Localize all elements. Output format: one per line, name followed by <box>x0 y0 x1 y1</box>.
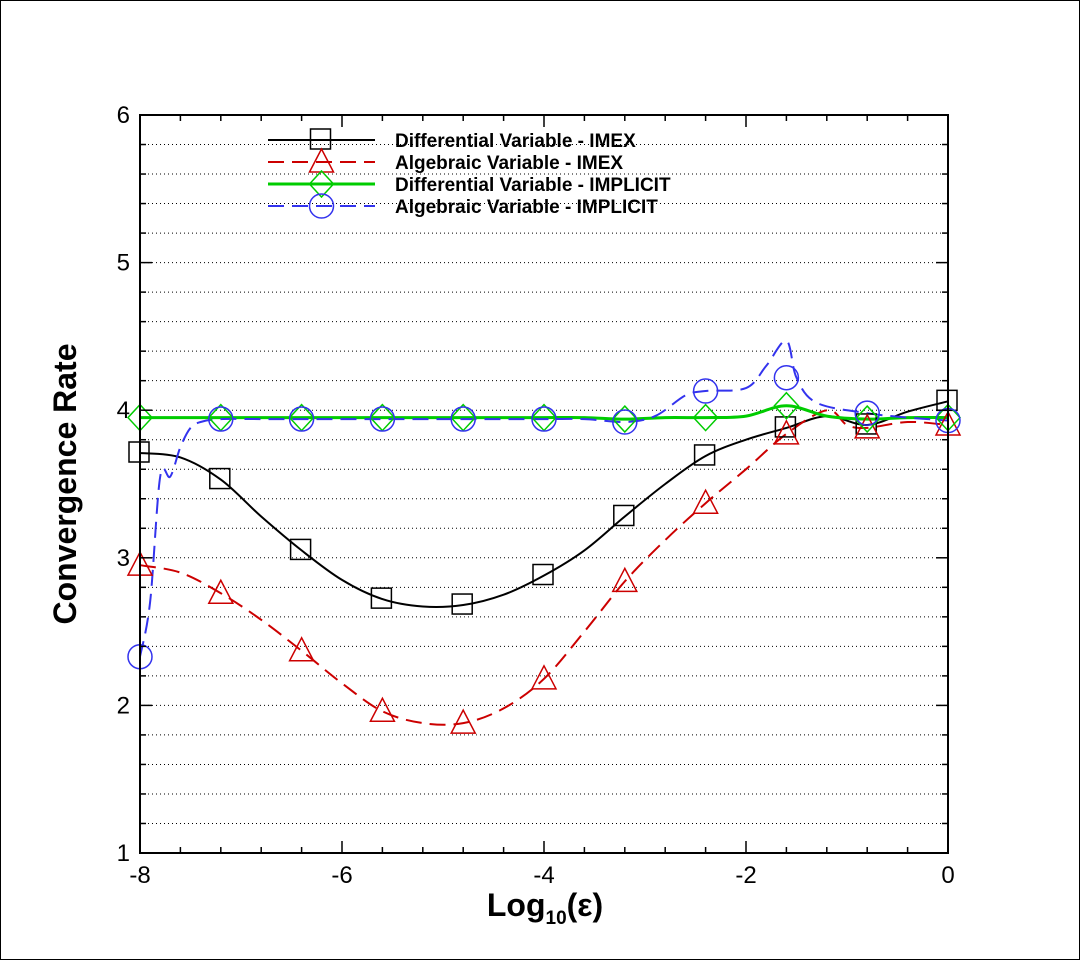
data-point-square <box>613 504 635 527</box>
legend-marker-circle <box>308 193 335 219</box>
legend-marker-diamond <box>308 169 335 199</box>
y-axis-title: Convergence Rate <box>47 344 83 625</box>
data-point-circle <box>288 406 315 432</box>
series-markers <box>126 364 962 734</box>
series-line-diamond <box>140 404 949 421</box>
data-point-square <box>855 413 877 435</box>
legend-marker-square <box>309 128 332 150</box>
y-tick-label: 6 <box>117 102 130 129</box>
y-tick-label: 3 <box>117 545 130 572</box>
series-line-circle <box>139 339 949 657</box>
x-tick-label: -4 <box>533 862 554 889</box>
data-point-square <box>532 563 554 586</box>
legend-label: Algebraic Variable - IMPLICIT <box>395 197 658 218</box>
data-point-triangle <box>773 419 800 445</box>
data-point-circle <box>854 400 880 426</box>
data-point-triangle <box>369 696 396 723</box>
tick-labels: 1 2 3 4 5 6 -8 -6 -4 -2 0 <box>117 102 955 889</box>
data-point-diamond <box>611 404 638 434</box>
x-tick-label: -6 <box>331 862 352 889</box>
axis-ticks <box>139 114 949 854</box>
x-tick-label: 0 <box>941 862 954 889</box>
data-point-diamond <box>773 391 800 420</box>
data-point-square <box>693 444 716 466</box>
data-point-square <box>289 538 312 561</box>
data-point-square <box>370 587 393 609</box>
data-point-circle <box>450 406 476 432</box>
data-point-diamond <box>692 403 719 432</box>
series-line-triangle <box>139 409 949 726</box>
y-tick-label: 2 <box>117 692 130 719</box>
x-axis-title-subscript: 10 <box>546 908 567 929</box>
data-point-triangle <box>449 708 477 734</box>
data-point-circle <box>531 406 557 432</box>
data-point-circle <box>612 409 638 435</box>
legend-label: Differential Variable - IMPLICIT <box>395 175 671 196</box>
y-tick-label: 5 <box>117 250 130 277</box>
data-point-circle <box>692 378 719 404</box>
data-point-triangle <box>530 664 558 690</box>
series-lines <box>139 339 949 726</box>
data-point-circle <box>208 406 234 432</box>
x-tick-label: -2 <box>735 862 756 889</box>
data-point-circle <box>773 364 800 391</box>
y-tick-label: 4 <box>117 397 130 424</box>
data-point-triangle <box>611 566 639 593</box>
x-axis-title: Log10(ε) <box>487 887 603 929</box>
x-axis-title-main: Log <box>487 887 546 923</box>
x-tick-label: -8 <box>129 862 150 889</box>
data-point-circle <box>369 406 396 432</box>
x-axis-title-rest: (ε) <box>567 887 604 923</box>
y-tick-label: 1 <box>117 840 130 867</box>
series-line-square <box>139 400 949 608</box>
data-point-diamond <box>854 404 881 434</box>
data-point-triangle <box>288 636 315 662</box>
data-point-square <box>451 593 473 615</box>
data-point-triangle <box>207 578 235 604</box>
legend-label: Differential Variable - IMEX <box>395 131 636 152</box>
gridlines <box>140 144 948 824</box>
data-point-square <box>209 467 231 490</box>
legend-label: Algebraic Variable - IMEX <box>395 153 623 174</box>
data-point-triangle <box>692 488 719 514</box>
